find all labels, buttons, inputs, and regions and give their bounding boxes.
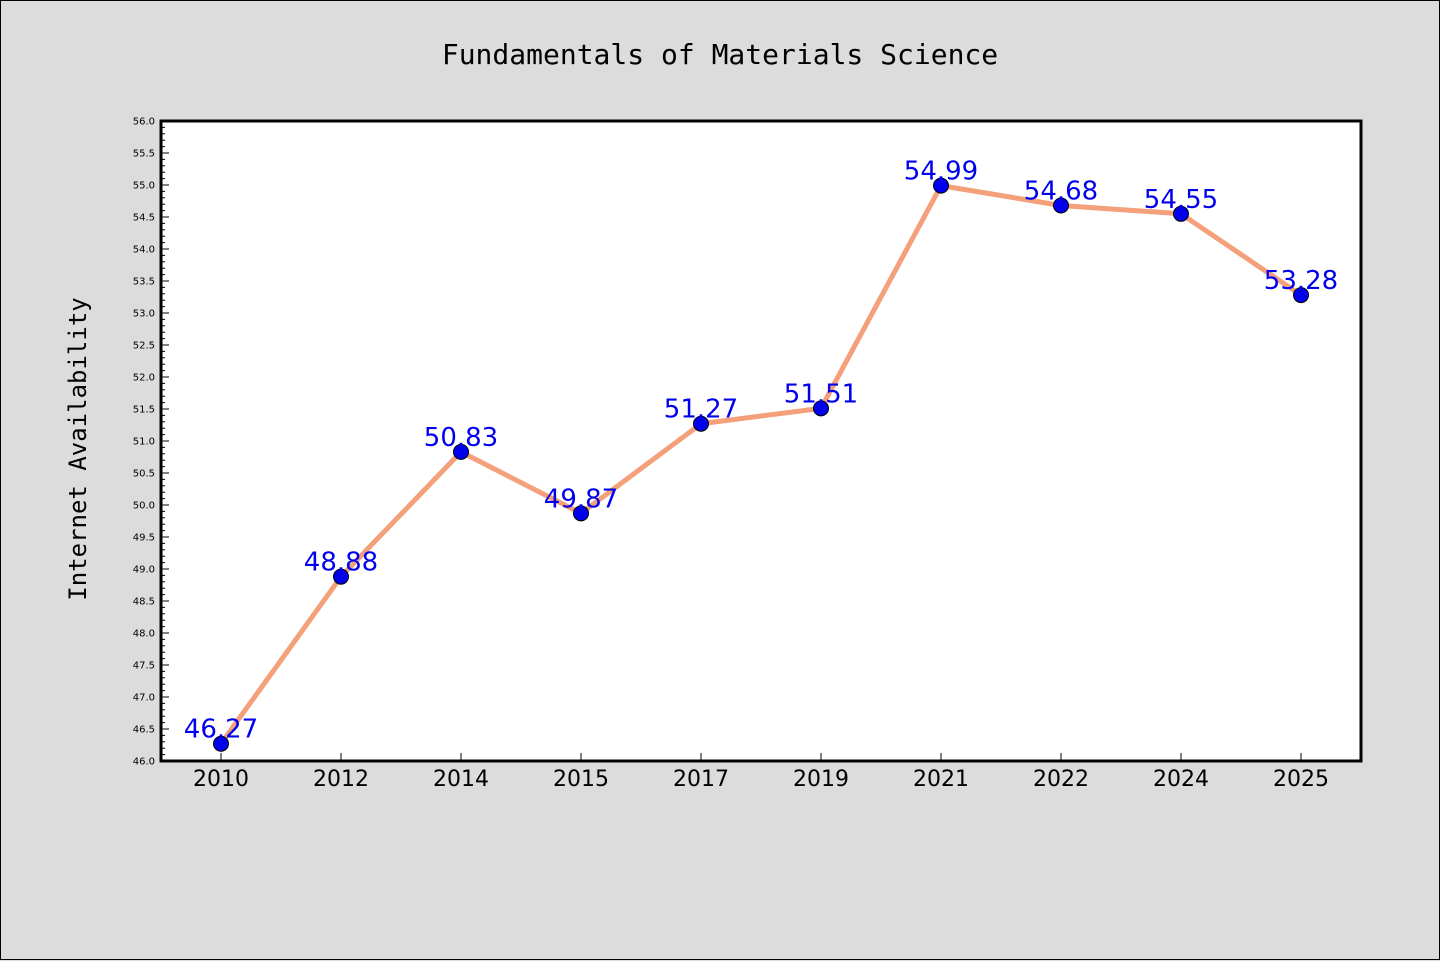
y-tick-label: 51.5: [133, 405, 155, 416]
y-tick-label: 52.5: [133, 341, 155, 352]
y-tick-label: 53.5: [133, 277, 155, 288]
y-tick-label: 54.0: [133, 245, 155, 256]
y-tick-label: 51.0: [133, 437, 155, 448]
data-point: [933, 177, 949, 194]
x-tick-label: 2012: [313, 767, 369, 792]
chart-title: Fundamentals of Materials Science: [442, 38, 998, 71]
data-point: [693, 415, 709, 432]
plot-area: [161, 121, 1361, 761]
data-point: [813, 400, 829, 417]
x-tick-label: 2022: [1033, 767, 1089, 792]
y-tick-label: 48.0: [133, 629, 155, 640]
data-label: 50.83: [424, 423, 498, 453]
data-point: [1053, 197, 1069, 214]
data-label: 49.87: [544, 484, 618, 514]
y-tick-label: 46.5: [133, 725, 155, 736]
y-tick-label: 49.5: [133, 533, 155, 544]
data-label: 51.27: [664, 395, 738, 425]
y-tick-label: 47.0: [133, 693, 155, 704]
data-point: [1293, 287, 1309, 304]
x-tick-label: 2024: [1153, 767, 1209, 792]
y-tick-label: 50.0: [133, 501, 155, 512]
plot-border: [159, 119, 1363, 763]
x-tick-label: 2025: [1273, 767, 1329, 792]
data-point: [573, 505, 589, 522]
data-label: 46.27: [184, 715, 258, 745]
x-tick-label: 2010: [193, 767, 249, 792]
data-label: 54.55: [1144, 185, 1218, 215]
x-tick-label: 2021: [913, 767, 969, 792]
y-tick-label: 47.5: [133, 661, 155, 672]
data-point: [1173, 205, 1189, 222]
y-tick-label: 54.5: [133, 213, 155, 224]
data-point: [333, 568, 349, 585]
y-tick-label: 49.0: [133, 565, 155, 576]
data-label: 54.68: [1024, 176, 1098, 206]
series-group: 46.27 48.88 50.83 49.87 51.27 51.51 54.99 54.68…: [184, 157, 1338, 752]
data-label: 53.28: [1264, 266, 1338, 296]
y-tick-label: 55.0: [133, 181, 155, 192]
y-tick-label: 53.0: [133, 309, 155, 320]
y-tick-label: 55.5: [133, 149, 155, 160]
data-point: [453, 443, 469, 460]
data-label: 48.88: [304, 548, 378, 578]
x-tick-label: 2017: [673, 767, 729, 792]
data-label: 54.99: [904, 157, 978, 187]
y-axis-label: Internet Availability: [64, 297, 92, 600]
y-axis: 46.0 46.5 47.0 47.5 48.0 48.5 49.0 49.5 50.0 50.5…: [133, 117, 169, 768]
series-line: [218, 183, 1304, 747]
x-axis: 2010 2012 2014 2015 2017 2019 2021 2022 2024 2025: [193, 753, 1329, 792]
x-tick-label: 2014: [433, 767, 489, 792]
y-tick-label: 48.5: [133, 597, 155, 608]
data-label: 51.51: [784, 379, 858, 409]
x-tick-label: 2019: [793, 767, 849, 792]
x-tick-label: 2015: [553, 767, 609, 792]
data-point: [213, 735, 229, 752]
y-tick-label: 50.5: [133, 469, 155, 480]
y-tick-label: 56.0: [133, 117, 155, 128]
y-tick-label: 46.0: [133, 757, 155, 768]
y-tick-label: 52.0: [133, 373, 155, 384]
